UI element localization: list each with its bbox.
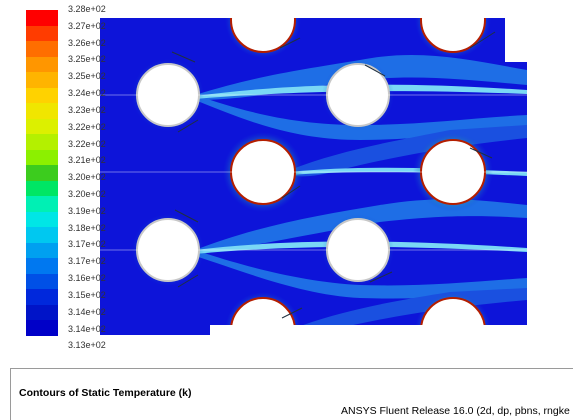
boundary-line — [279, 37, 301, 49]
legend-swatch — [26, 56, 58, 72]
wake-core — [195, 241, 527, 254]
tube — [230, 18, 296, 53]
wake-band — [195, 95, 527, 140]
tube — [420, 18, 486, 53]
legend-tick-label: 3.28e+02 — [68, 4, 106, 14]
legend-tick-label: 3.17e+02 — [68, 256, 106, 267]
legend-swatch — [26, 10, 58, 26]
boundary-line — [469, 147, 493, 159]
legend-tick-label: 3.26e+02 — [68, 37, 106, 48]
boundary-line — [177, 274, 199, 288]
legend-tick-label: 3.23e+02 — [68, 104, 106, 115]
boundary-line — [171, 51, 196, 63]
legend-swatch — [26, 149, 58, 165]
legend-tick-label: 3.27e+02 — [68, 20, 106, 31]
legend-tick-label: 3.24e+02 — [68, 88, 106, 99]
boundary-line — [369, 271, 393, 283]
boundary-line — [469, 31, 496, 49]
annotation-panel: Contours of Static Temperature (k) ANSYS… — [10, 368, 573, 420]
legend-swatch — [26, 165, 58, 181]
color-legend-bar — [26, 10, 58, 336]
wake-band — [195, 199, 527, 255]
boundary-line — [364, 64, 386, 77]
release-info: ANSYS Fluent Release 16.0 (2d, dp, pbns,… — [341, 405, 570, 417]
wake-core — [195, 84, 527, 99]
legend-tick-label: 3.13e+02 — [68, 340, 106, 351]
legend-tick-label: 3.20e+02 — [68, 172, 106, 183]
legend-swatch — [26, 25, 58, 41]
legend-swatch — [26, 273, 58, 289]
legend-swatch — [26, 134, 58, 150]
legend-swatch — [26, 211, 58, 227]
legend-swatch — [26, 41, 58, 57]
plot-title: Contours of Static Temperature (k) — [19, 387, 192, 399]
boundary-line — [281, 307, 303, 319]
wake-band — [195, 250, 527, 299]
boundary-line — [177, 119, 199, 133]
legend-swatch — [26, 289, 58, 305]
legend-swatch — [26, 196, 58, 212]
legend-tick-label: 3.22e+02 — [68, 138, 106, 149]
temperature-contour-plot — [100, 18, 527, 335]
legend-swatch — [26, 180, 58, 196]
legend-tick-label: 3.18e+02 — [68, 222, 106, 233]
legend-tick-label: 3.25e+02 — [68, 71, 106, 82]
legend-tick-label: 3.14e+02 — [68, 323, 106, 334]
legend-tick-label: 3.21e+02 — [68, 155, 106, 166]
legend-swatch — [26, 72, 58, 88]
legend-swatch — [26, 258, 58, 274]
legend-swatch — [26, 227, 58, 243]
legend-tick-label: 3.16e+02 — [68, 273, 106, 284]
legend-tick-label: 3.14e+02 — [68, 306, 106, 317]
legend-tick-label: 3.15e+02 — [68, 289, 106, 300]
legend-tick-label: 3.22e+02 — [68, 121, 106, 132]
legend-tick-label: 3.19e+02 — [68, 205, 106, 216]
tube — [420, 297, 486, 335]
legend-tick-label: 3.17e+02 — [68, 239, 106, 250]
tube — [230, 297, 296, 335]
legend-swatch — [26, 320, 58, 336]
boundary-line — [281, 185, 301, 199]
boundary-line — [174, 209, 199, 223]
legend-tick-label: 3.20e+02 — [68, 188, 106, 199]
legend-tick-label: 3.25e+02 — [68, 54, 106, 65]
legend-swatch — [26, 304, 58, 320]
legend-swatch — [26, 242, 58, 258]
legend-swatch — [26, 87, 58, 103]
legend-swatch — [26, 118, 58, 134]
legend-swatch — [26, 103, 58, 119]
